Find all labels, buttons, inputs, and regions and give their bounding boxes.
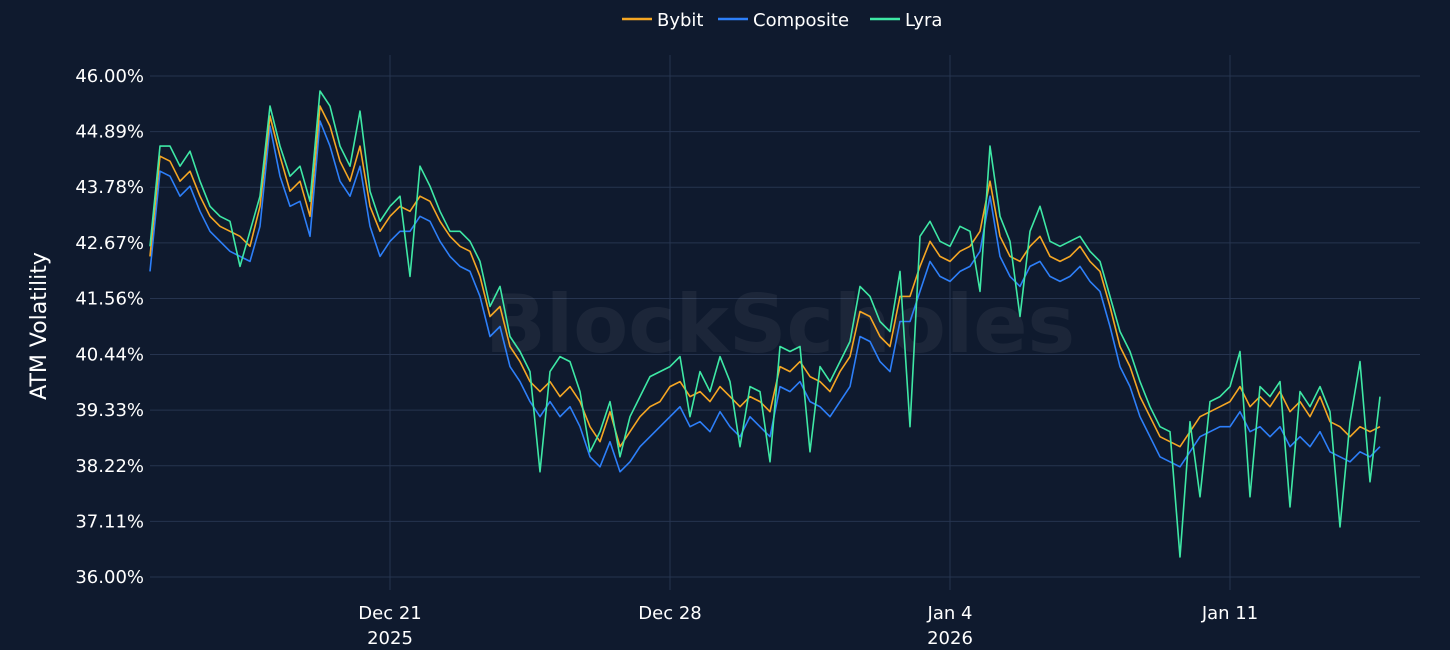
legend: Bybit Composite Lyra [622,10,942,31]
y-tick-label: 36.00% [75,567,144,588]
y-tick-label: 43.78% [75,177,144,198]
y-axis-ticks: 36.00% 37.11% 38.22% 39.33% 40.44% 41.56% 42.6… [75,66,144,588]
legend-label-bybit: Bybit [657,10,704,31]
x-tick-label: Jan 11 [1201,603,1258,624]
x-tick-label: Dec 28 [638,603,701,624]
x-tick-year-label: 2026 [927,628,973,649]
y-tick-label: 37.11% [75,511,144,532]
y-tick-label: 40.44% [75,345,144,366]
y-tick-label: 41.56% [75,288,144,309]
x-tick-year-label: 2025 [367,628,413,649]
x-tick-label: Dec 21 [358,603,421,624]
y-tick-label: 42.67% [75,233,144,254]
grid-lines [150,55,1420,590]
series-line-bybit [149,105,1381,448]
watermark: BlockScholes [485,278,1075,371]
series-layer [149,90,1381,558]
series-line-lyra [149,90,1381,558]
y-axis-label: ATM Volatility [27,252,52,400]
y-tick-label: 46.00% [75,66,144,87]
y-tick-label: 38.22% [75,456,144,477]
x-axis-ticks: Dec 21 2025 Dec 28 Jan 4 2026 Jan 11 [358,603,1258,649]
legend-label-lyra: Lyra [905,10,942,31]
y-tick-label: 39.33% [75,400,144,421]
legend-label-composite: Composite [753,10,849,31]
x-tick-label: Jan 4 [927,603,973,624]
y-tick-label: 44.89% [75,122,144,143]
